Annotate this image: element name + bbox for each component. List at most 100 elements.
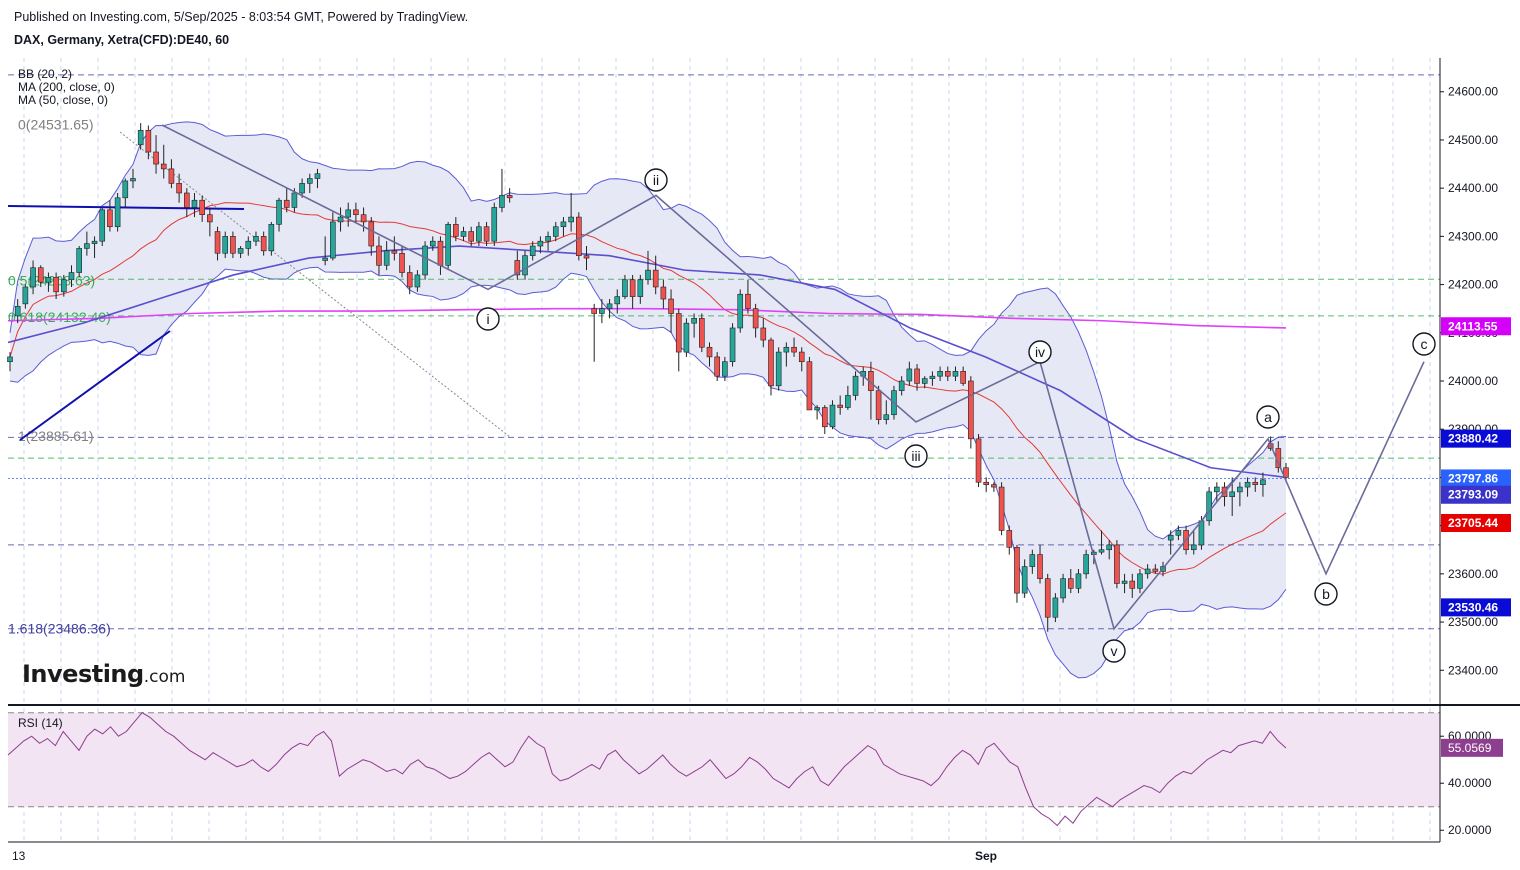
trendline-rising [19,330,171,441]
candle-body [1121,580,1128,584]
wave-label: a [1264,409,1272,425]
candle-body [837,404,843,408]
candle-body [260,236,267,252]
candle-body [330,221,336,259]
candle-body [645,269,651,281]
symbol-title: DAX, Germany, Xetra(CFD):DE40, 60 [14,33,230,47]
candle-body [414,274,421,288]
wave-label: c [1421,336,1428,352]
rsi-axis-label: 20.0000 [1448,823,1492,837]
candle-body [798,351,805,363]
fib-label: 0.618(24132.40) [8,309,111,325]
candle-body [383,250,390,266]
candle-body [668,298,674,314]
candle-body [76,248,82,273]
candle-body [491,207,498,242]
bb-legend[interactable]: BB (20, 2) [18,67,72,81]
ma200-legend[interactable]: MA (200, close, 0) [18,80,115,94]
candle-body [829,404,836,428]
price-tag-label: 23793.09 [1448,488,1498,502]
candle-body [30,267,36,288]
wave-circle [1028,340,1052,364]
candle-body [745,293,751,309]
candle-body [606,303,613,309]
moving-averages [7,245,1287,479]
candle-body [1198,520,1205,546]
candle-body [660,286,667,300]
ma50-legend[interactable]: MA (50, close, 0) [18,93,108,107]
candle-body [1060,578,1066,599]
logo-suffix: .com [143,667,186,687]
candle-body [599,308,605,314]
candle-body [875,390,882,420]
fib-label: 1.618(23486.36) [8,621,111,637]
candle-body [99,209,106,242]
candle-body [1083,554,1089,575]
investing-logo: Investing.com [22,660,185,688]
wave-circle [904,444,928,468]
candle-body [1260,479,1266,485]
candle-body [268,224,275,252]
candle-body [522,255,528,276]
candle-body [53,277,59,293]
candle-body [814,407,820,411]
candle-body [283,199,290,208]
candle-body [783,346,790,353]
candle-body [84,243,90,249]
price-tag-label: 23880.42 [1448,432,1498,446]
candle-body [230,236,236,254]
price-tag-label: 23797.86 [1448,471,1498,485]
candle-body [737,293,744,329]
candle-body [445,224,451,266]
wave-label: b [1322,586,1330,602]
candle-body [391,250,398,254]
candle-body [760,327,767,341]
candle-body [253,236,259,242]
axis-bg [1440,58,1520,704]
candle-body [1029,554,1036,567]
candle-body [921,378,928,384]
candle-body [22,286,29,305]
candle-body [545,236,551,242]
candle-body [514,260,521,276]
candle-body [429,240,436,247]
price-tag [1441,514,1511,533]
candle-body [998,486,1005,531]
candle-body [14,305,21,317]
rsi-axis-label: 40.0000 [1448,776,1492,790]
price-tag-label: 23705.44 [1448,516,1498,530]
candle-body [1175,530,1182,536]
candle-body [406,272,413,288]
candle-body [45,277,52,283]
axis-tick-label: 23600.00 [1448,567,1498,581]
axis-tick-label: 24000.00 [1448,374,1498,388]
candle-body [114,197,121,228]
wave-circle [644,168,668,192]
axis-tick-label: 24600.00 [1448,85,1498,99]
ma50-line [7,245,1287,479]
candle-body [1075,573,1082,589]
price-axis[interactable]: 24600.00 24500.00 24400.00 24300.00 24200.00… [8,58,1520,863]
rsi-legend[interactable]: RSI (14) [18,716,63,730]
candle-body [207,214,213,223]
candle-body [1021,566,1028,594]
candle-body [552,226,559,237]
candle-body [399,252,405,273]
candle-body [453,224,459,237]
wave-label: i [486,311,489,327]
candle-body [1137,573,1143,589]
candle-body [1167,534,1174,541]
candle-body [137,130,144,146]
candle-body [199,199,205,215]
candle-body [460,231,467,237]
candle-body [422,245,428,276]
candle-body [306,178,313,184]
candle-body [852,375,859,396]
candle-body [191,199,198,208]
candle-body [914,368,920,384]
candle-body [1229,491,1235,498]
candle-body [1244,481,1251,488]
